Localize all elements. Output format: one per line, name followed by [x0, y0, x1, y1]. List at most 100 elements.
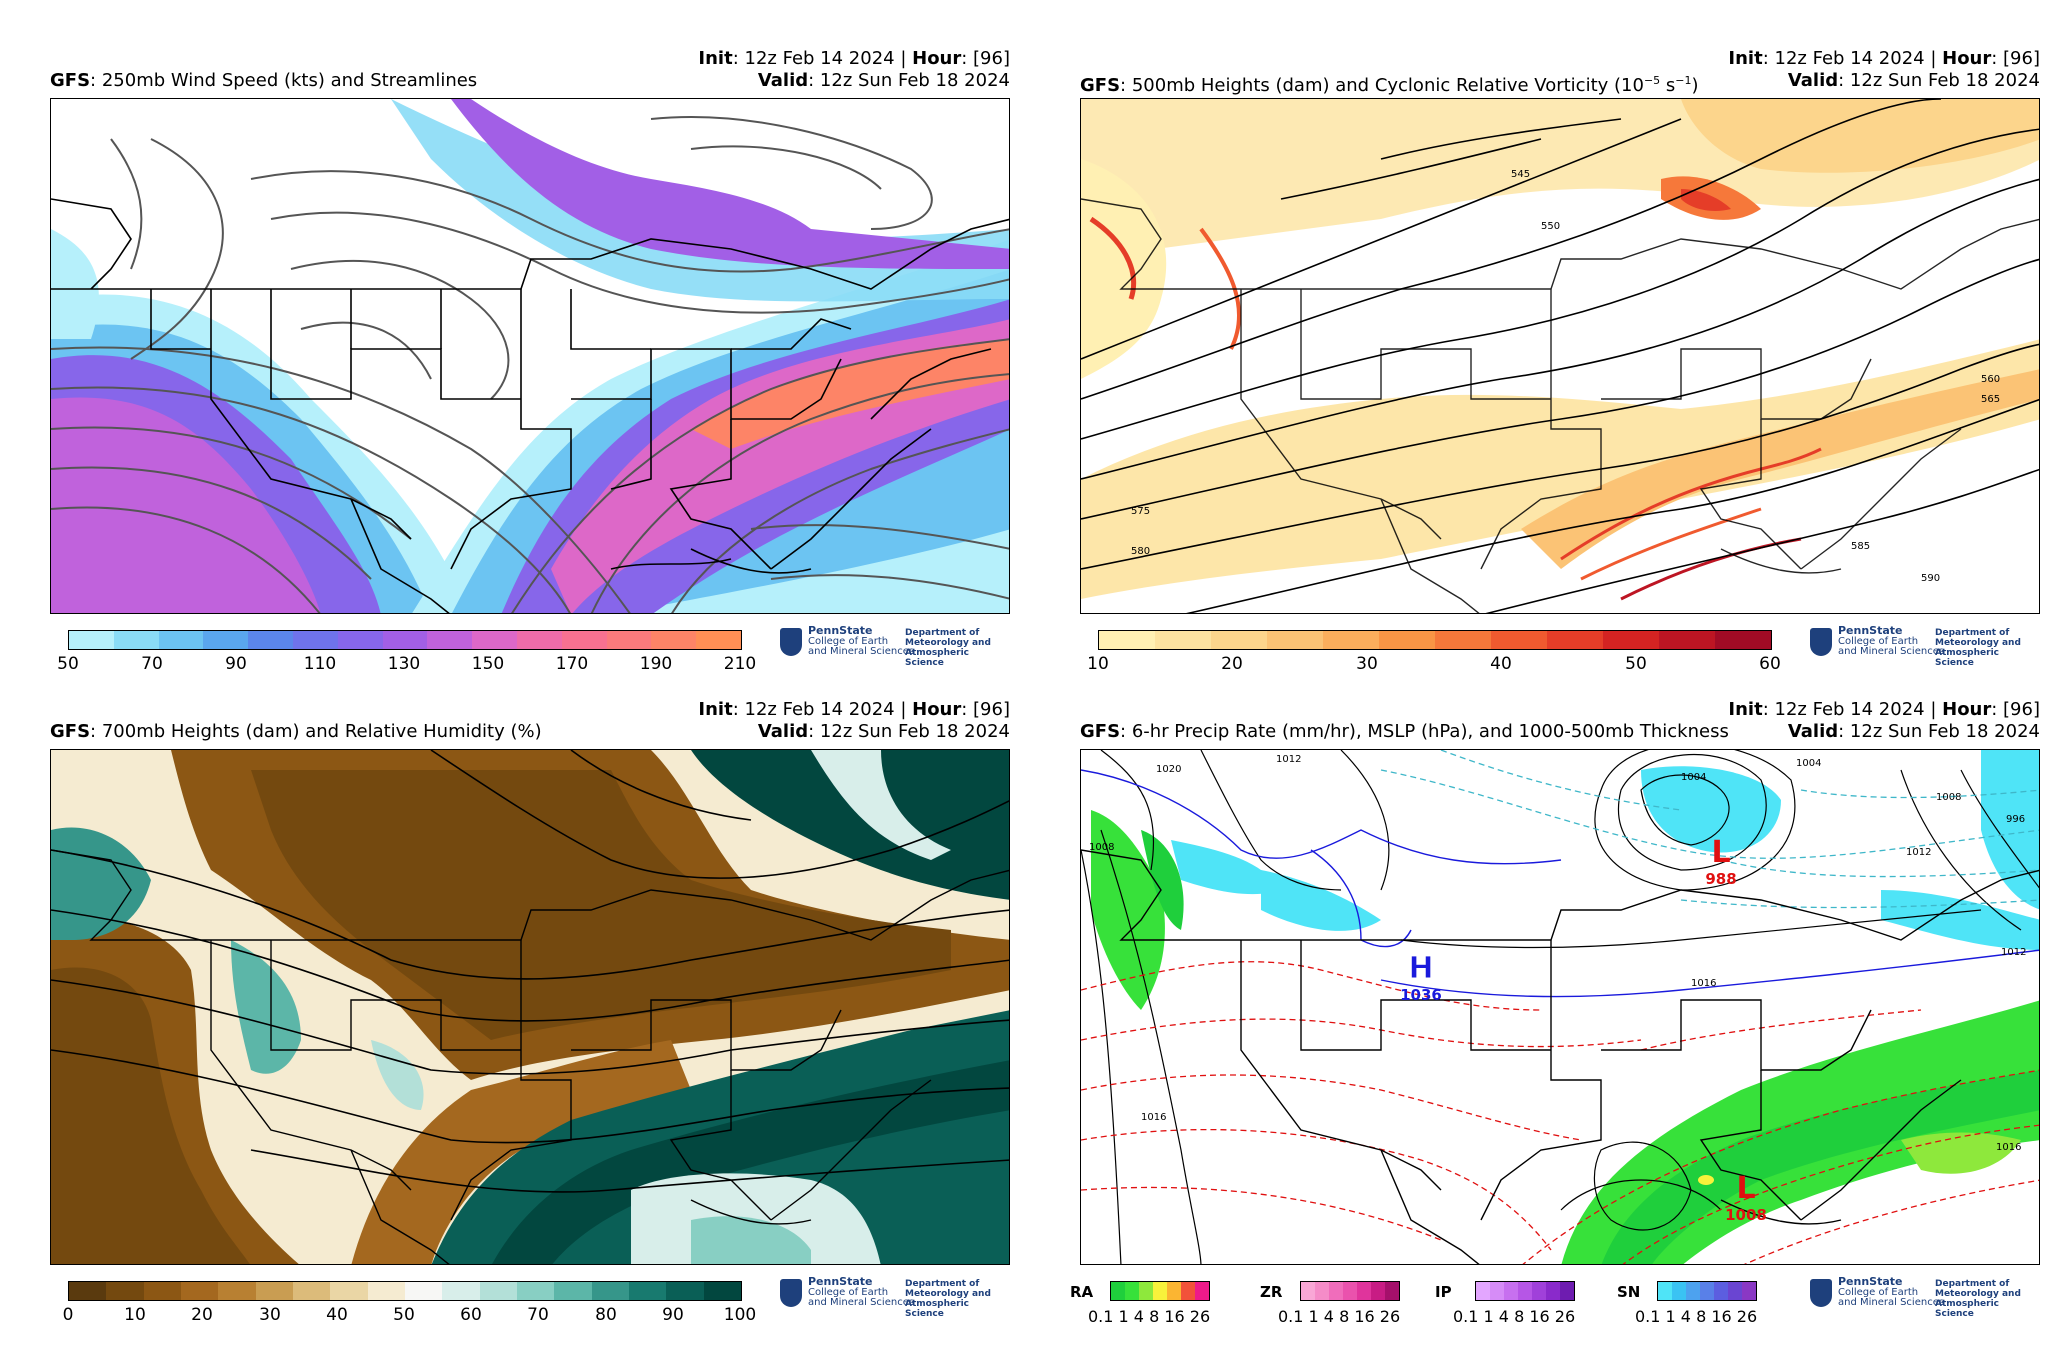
colorbar-swatch	[1742, 1282, 1756, 1300]
colorbar-swatch	[1379, 631, 1435, 649]
colorbar-ticks: 50 70 90 110 130 150 170 190 210	[57, 654, 756, 676]
colorbar-swatch	[1181, 1282, 1195, 1300]
isobar-label: 1016	[1141, 1112, 1166, 1123]
map-500mb-vorticity: 545 550 560 565 575 580 585 590	[1080, 98, 2040, 614]
colorbar-swatch	[1323, 631, 1379, 649]
colorbar-swatch	[1532, 1282, 1546, 1300]
colorbar-swatch	[292, 1282, 331, 1300]
colorbar-swatch	[1546, 1282, 1560, 1300]
colorbar-swatch	[113, 631, 159, 649]
low-pressure-letter: L	[1736, 1171, 1755, 1206]
high-pressure-letter: H	[1408, 951, 1433, 986]
colorbar-swatch	[382, 631, 428, 649]
colorbar-swatch	[1125, 1282, 1139, 1300]
tick: 210	[723, 654, 757, 674]
pennstate-logo: PennState College of Earth and Mineral Sci…	[1810, 625, 2040, 668]
colorbar-swatch	[1658, 1282, 1672, 1300]
tick: 40	[326, 1305, 348, 1325]
contour-label: 545	[1511, 169, 1530, 180]
tick: 20	[1221, 654, 1243, 674]
colorbar-swatch	[1111, 1282, 1125, 1300]
colorbar-swatch	[479, 1282, 517, 1300]
colorbar-swatch	[1504, 1282, 1518, 1300]
map-700mb-rh	[50, 749, 1010, 1265]
colorbar-swatch	[1686, 1282, 1700, 1300]
panel-title: GFS: 6-hr Precip Rate (mm/hr), MSLP (hPa…	[1080, 721, 1729, 742]
tick: 70	[141, 654, 163, 674]
colorbar-swatch	[143, 1282, 181, 1300]
tick: 130	[387, 654, 421, 674]
isobar-label: 1008	[1936, 792, 1961, 803]
tick: 100	[723, 1305, 757, 1325]
tick: 30	[259, 1305, 281, 1325]
low-pressure-letter: L	[1711, 835, 1730, 870]
colorbar-swatch	[1329, 1282, 1343, 1300]
colorbar-swatch	[180, 1282, 219, 1300]
colorbar-swatch	[248, 631, 293, 649]
tick: 30	[1356, 654, 1378, 674]
colorbar-relative-humidity	[68, 1281, 742, 1301]
colorbar-swatch	[1672, 1282, 1686, 1300]
colorbar-swatch	[606, 631, 652, 649]
map-250mb-wind	[50, 98, 1010, 614]
tick: 10	[124, 1305, 146, 1325]
colorbar-swatch	[69, 631, 114, 649]
isobar-label: 1004	[1681, 772, 1706, 783]
contour-label: 580	[1131, 546, 1150, 557]
isobar-label: 1008	[1089, 842, 1114, 853]
tick: 0	[62, 1305, 74, 1325]
colorbar-swatch	[1371, 1282, 1385, 1300]
colorbar-swatch	[628, 1282, 667, 1300]
colorbar-vorticity	[1098, 630, 1772, 650]
colorbar-ticks: 10 20 30 40 50 60	[1087, 654, 1781, 676]
nittany-lion-shield-icon	[780, 1279, 802, 1307]
tick: 190	[639, 654, 673, 674]
colorbar-swatch	[330, 1282, 368, 1300]
colorbar-swatch	[1603, 631, 1659, 649]
tick: 110	[303, 654, 337, 674]
valid-line: Valid: 12z Sun Feb 18 2024	[1787, 70, 2040, 91]
tick: 150	[471, 654, 505, 674]
colorbar-swatch	[472, 631, 517, 649]
isobar-label: 1016	[1691, 978, 1716, 989]
colorbar-swatch	[203, 631, 249, 649]
colorbar-swatch	[1357, 1282, 1371, 1300]
init-line: Init: 12z Feb 14 2024 | Hour: [96]	[698, 48, 1010, 69]
pennstate-logo: PennState College of Earth and Mineral Sci…	[780, 625, 1010, 668]
colorbar-swatch	[337, 631, 383, 649]
colorbar-swatch	[1267, 631, 1323, 649]
colorbar-swatch	[591, 1282, 629, 1300]
contour-label: 560	[1981, 374, 2000, 385]
init-line: Init: 12z Feb 14 2024 | Hour: [96]	[1728, 48, 2040, 69]
colorbar-swatch	[1385, 1282, 1399, 1300]
tick: 50	[57, 654, 79, 674]
tick: 170	[555, 654, 589, 674]
colorbar-swatch	[666, 1282, 704, 1300]
tick: 20	[191, 1305, 213, 1325]
nittany-lion-shield-icon	[1810, 628, 1832, 656]
low-pressure-value: 988	[1705, 870, 1736, 888]
contour-label: 575	[1131, 506, 1150, 517]
colorbar-swatch	[442, 1282, 480, 1300]
colorbar-swatch	[1659, 631, 1715, 649]
tick: 50	[1625, 654, 1647, 674]
contour-label: 590	[1921, 573, 1940, 584]
tick: 70	[527, 1305, 549, 1325]
colorbar-swatch	[1728, 1282, 1742, 1300]
colorbar-swatch	[554, 1282, 592, 1300]
colorbar-swatch	[69, 1282, 107, 1300]
tick: 10	[1087, 654, 1109, 674]
colorbar-swatch	[1715, 631, 1771, 649]
init-line: Init: 12z Feb 14 2024 | Hour: [96]	[698, 699, 1010, 720]
colorbar-swatch	[292, 631, 338, 649]
contour-label: 585	[1851, 541, 1870, 552]
colorbar-swatch	[1139, 1282, 1153, 1300]
valid-line: Valid: 12z Sun Feb 18 2024	[757, 721, 1010, 742]
colorbar-swatch	[1211, 631, 1267, 649]
colorbar-swatch	[1195, 1282, 1209, 1300]
colorbar-swatch	[427, 631, 473, 649]
colorbar-swatch	[1099, 631, 1155, 649]
init-line: Init: 12z Feb 14 2024 | Hour: [96]	[1728, 699, 2040, 720]
colorbar-swatch	[255, 1282, 293, 1300]
colorbar-swatch	[1476, 1282, 1490, 1300]
